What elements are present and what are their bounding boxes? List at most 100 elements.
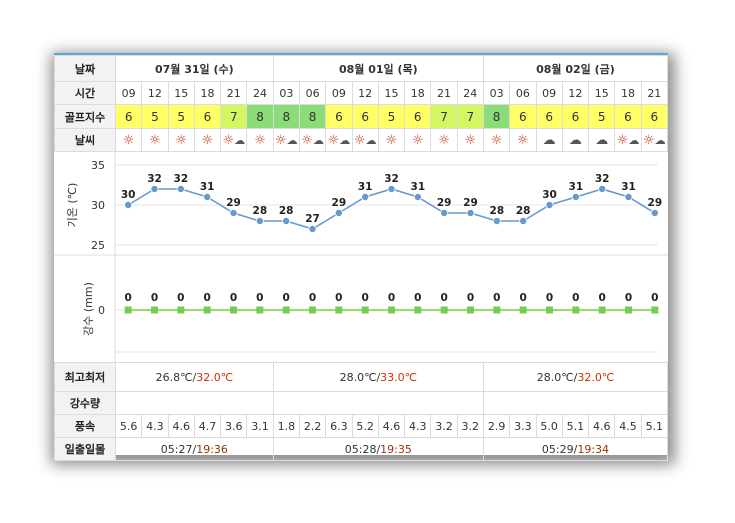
temp-data-label-16: 30 <box>542 189 557 201</box>
sun-icon: ☼ <box>517 132 529 148</box>
day-2-rain <box>272 391 484 415</box>
sun-cloud-icon: ☼☁ <box>301 132 324 148</box>
sunrise-sunset-label: 일출일몰 <box>54 437 116 461</box>
day-1-sep: / <box>192 370 197 384</box>
sun-icon: ☼ <box>464 132 477 148</box>
golf-index-cell-10: 5 <box>377 104 406 129</box>
rain-data-label-19: 0 <box>625 292 632 304</box>
minmax-row: 최고최저 26.8℃/32.0℃ 28.0℃/33.0℃ 28.0℃/32.0℃ <box>54 362 669 392</box>
temp-data-label-8: 29 <box>332 197 347 209</box>
golf-index-cell-17: 6 <box>561 104 590 129</box>
sun-row: 일출일몰 05:27/19:36 05:28/19:35 05:29/19:34 <box>54 437 669 461</box>
time-cell-17: 12 <box>561 81 590 105</box>
rain-point-13 <box>467 306 474 314</box>
day-2-sep: / <box>376 370 381 384</box>
time-cell-9: 12 <box>351 81 379 105</box>
rain-point-8 <box>335 306 343 314</box>
rain-data-label-3: 0 <box>204 292 211 304</box>
day-2-sun: 05:28/19:35 <box>272 437 484 461</box>
rain-point-15 <box>519 306 527 314</box>
day-3-sep: / <box>573 370 578 384</box>
wind-cell-6: 1.8 <box>272 414 300 438</box>
day-3-sunset: 19:34 <box>577 442 610 456</box>
golf-index-cell-18: 5 <box>588 104 616 129</box>
rain-point-10 <box>388 306 395 314</box>
golf-index-cell-15: 6 <box>509 104 537 129</box>
rain-amount-label: 강수량 <box>54 391 116 415</box>
weather-cell-9: ☼☁ <box>351 128 379 152</box>
sun-cloud-icon: ☼☁ <box>616 132 640 148</box>
time-cell-13: 24 <box>456 81 484 105</box>
weather-label: 날씨 <box>54 128 116 152</box>
time-cell-18: 15 <box>588 81 616 105</box>
temp-data-label-10: 32 <box>384 173 399 185</box>
sun-icon: ☼ <box>254 132 266 148</box>
temp-point-1 <box>150 185 159 194</box>
rain-point-7 <box>309 306 316 314</box>
rain-data-label-10: 0 <box>388 292 395 304</box>
temp-point-11 <box>413 193 422 202</box>
time-cell-10: 15 <box>377 81 406 105</box>
wind-cell-19: 4.5 <box>614 414 642 438</box>
wind-row: 풍속 5.6 4.3 4.6 4.7 3.6 3.1 1.8 2.2 6.3 5.2 4.6 4.3 3… <box>54 414 669 438</box>
temp-data-label-11: 31 <box>411 181 426 193</box>
time-cell-7: 06 <box>298 81 327 105</box>
day-2-sunrise: 05:28 <box>344 442 377 456</box>
temp-data-label-15: 28 <box>516 205 531 217</box>
golf-index-label: 골프지수 <box>54 104 116 129</box>
rain-point-9 <box>361 306 369 314</box>
temp-point-6 <box>282 217 291 226</box>
sun-cloud-icon: ☼☁ <box>275 132 298 148</box>
wind-cell-2: 4.6 <box>167 414 195 438</box>
golf-index-cell-3: 6 <box>193 104 222 129</box>
rain-point-17 <box>572 306 580 314</box>
wind-cell-12: 3.2 <box>430 414 458 438</box>
temperature-rain-chart: 25 30 35 기온 (℃) 30 32 32 31 29 28 28 27 29 31 32 31 29 29… <box>54 147 668 362</box>
golf-index-cell-9: 6 <box>351 104 379 129</box>
sun-icon: ☼ <box>490 132 503 148</box>
wind-cell-9: 5.2 <box>351 414 379 438</box>
day-2-sunset: 19:35 <box>380 442 412 456</box>
wind-cell-14: 2.9 <box>482 414 511 438</box>
sun-icon: ☼ <box>122 132 135 148</box>
sun-icon: ☼ <box>149 132 161 148</box>
weather-cell-0: ☼ <box>114 128 143 152</box>
temp-data-label-4: 29 <box>226 197 241 209</box>
weather-cell-5: ☼ <box>246 128 274 152</box>
golf-index-cell-5: 8 <box>246 104 274 129</box>
wind-cell-0: 5.6 <box>114 414 143 438</box>
day-2-minmax: 28.0℃/33.0℃ <box>272 362 484 392</box>
rain-data-label-0: 0 <box>125 292 132 304</box>
cloud-icon: ☁ <box>595 132 609 148</box>
sun-cloud-icon: ☼☁ <box>353 132 377 148</box>
golf-index-cell-7: 8 <box>298 104 327 129</box>
wind-cell-5: 3.1 <box>246 414 274 438</box>
temp-point-15 <box>519 217 528 226</box>
golf-index-cell-16: 6 <box>535 104 563 129</box>
temp-data-label-3: 31 <box>200 181 215 193</box>
wind-cell-16: 5.0 <box>535 414 563 438</box>
temp-point-9 <box>361 193 370 202</box>
rain-data-label-12: 0 <box>441 292 448 304</box>
weather-cell-16: ☁ <box>535 128 563 152</box>
weather-cell-13: ☼ <box>456 128 484 152</box>
day-3-min: 28.0℃ <box>536 370 574 384</box>
temp-axis-label: 기온 (℃) <box>66 183 79 228</box>
time-cell-16: 09 <box>535 81 563 105</box>
wind-cell-8: 6.3 <box>325 414 353 438</box>
rain-data-label-20: 0 <box>651 292 658 304</box>
time-cell-12: 21 <box>430 81 458 105</box>
day-3-rain <box>482 391 669 415</box>
day-1-date: 07월 31일 (수) <box>115 55 274 82</box>
weather-panel: 날짜 07월 31일 (수) 08월 01일 (목) 08월 02일 (금) 시… <box>54 53 669 461</box>
day-3-max: 32.0℃ <box>577 370 615 384</box>
rain-tick-label-0: 0 <box>98 304 105 317</box>
temp-data-label-6: 28 <box>279 205 294 217</box>
rain-data-label-4: 0 <box>230 292 237 304</box>
sun-icon: ☼ <box>175 132 188 148</box>
time-cell-1: 12 <box>141 81 169 105</box>
rain-data-label-7: 0 <box>309 292 316 304</box>
date-label: 날짜 <box>54 55 116 82</box>
rain-data-label-5: 0 <box>256 292 263 304</box>
